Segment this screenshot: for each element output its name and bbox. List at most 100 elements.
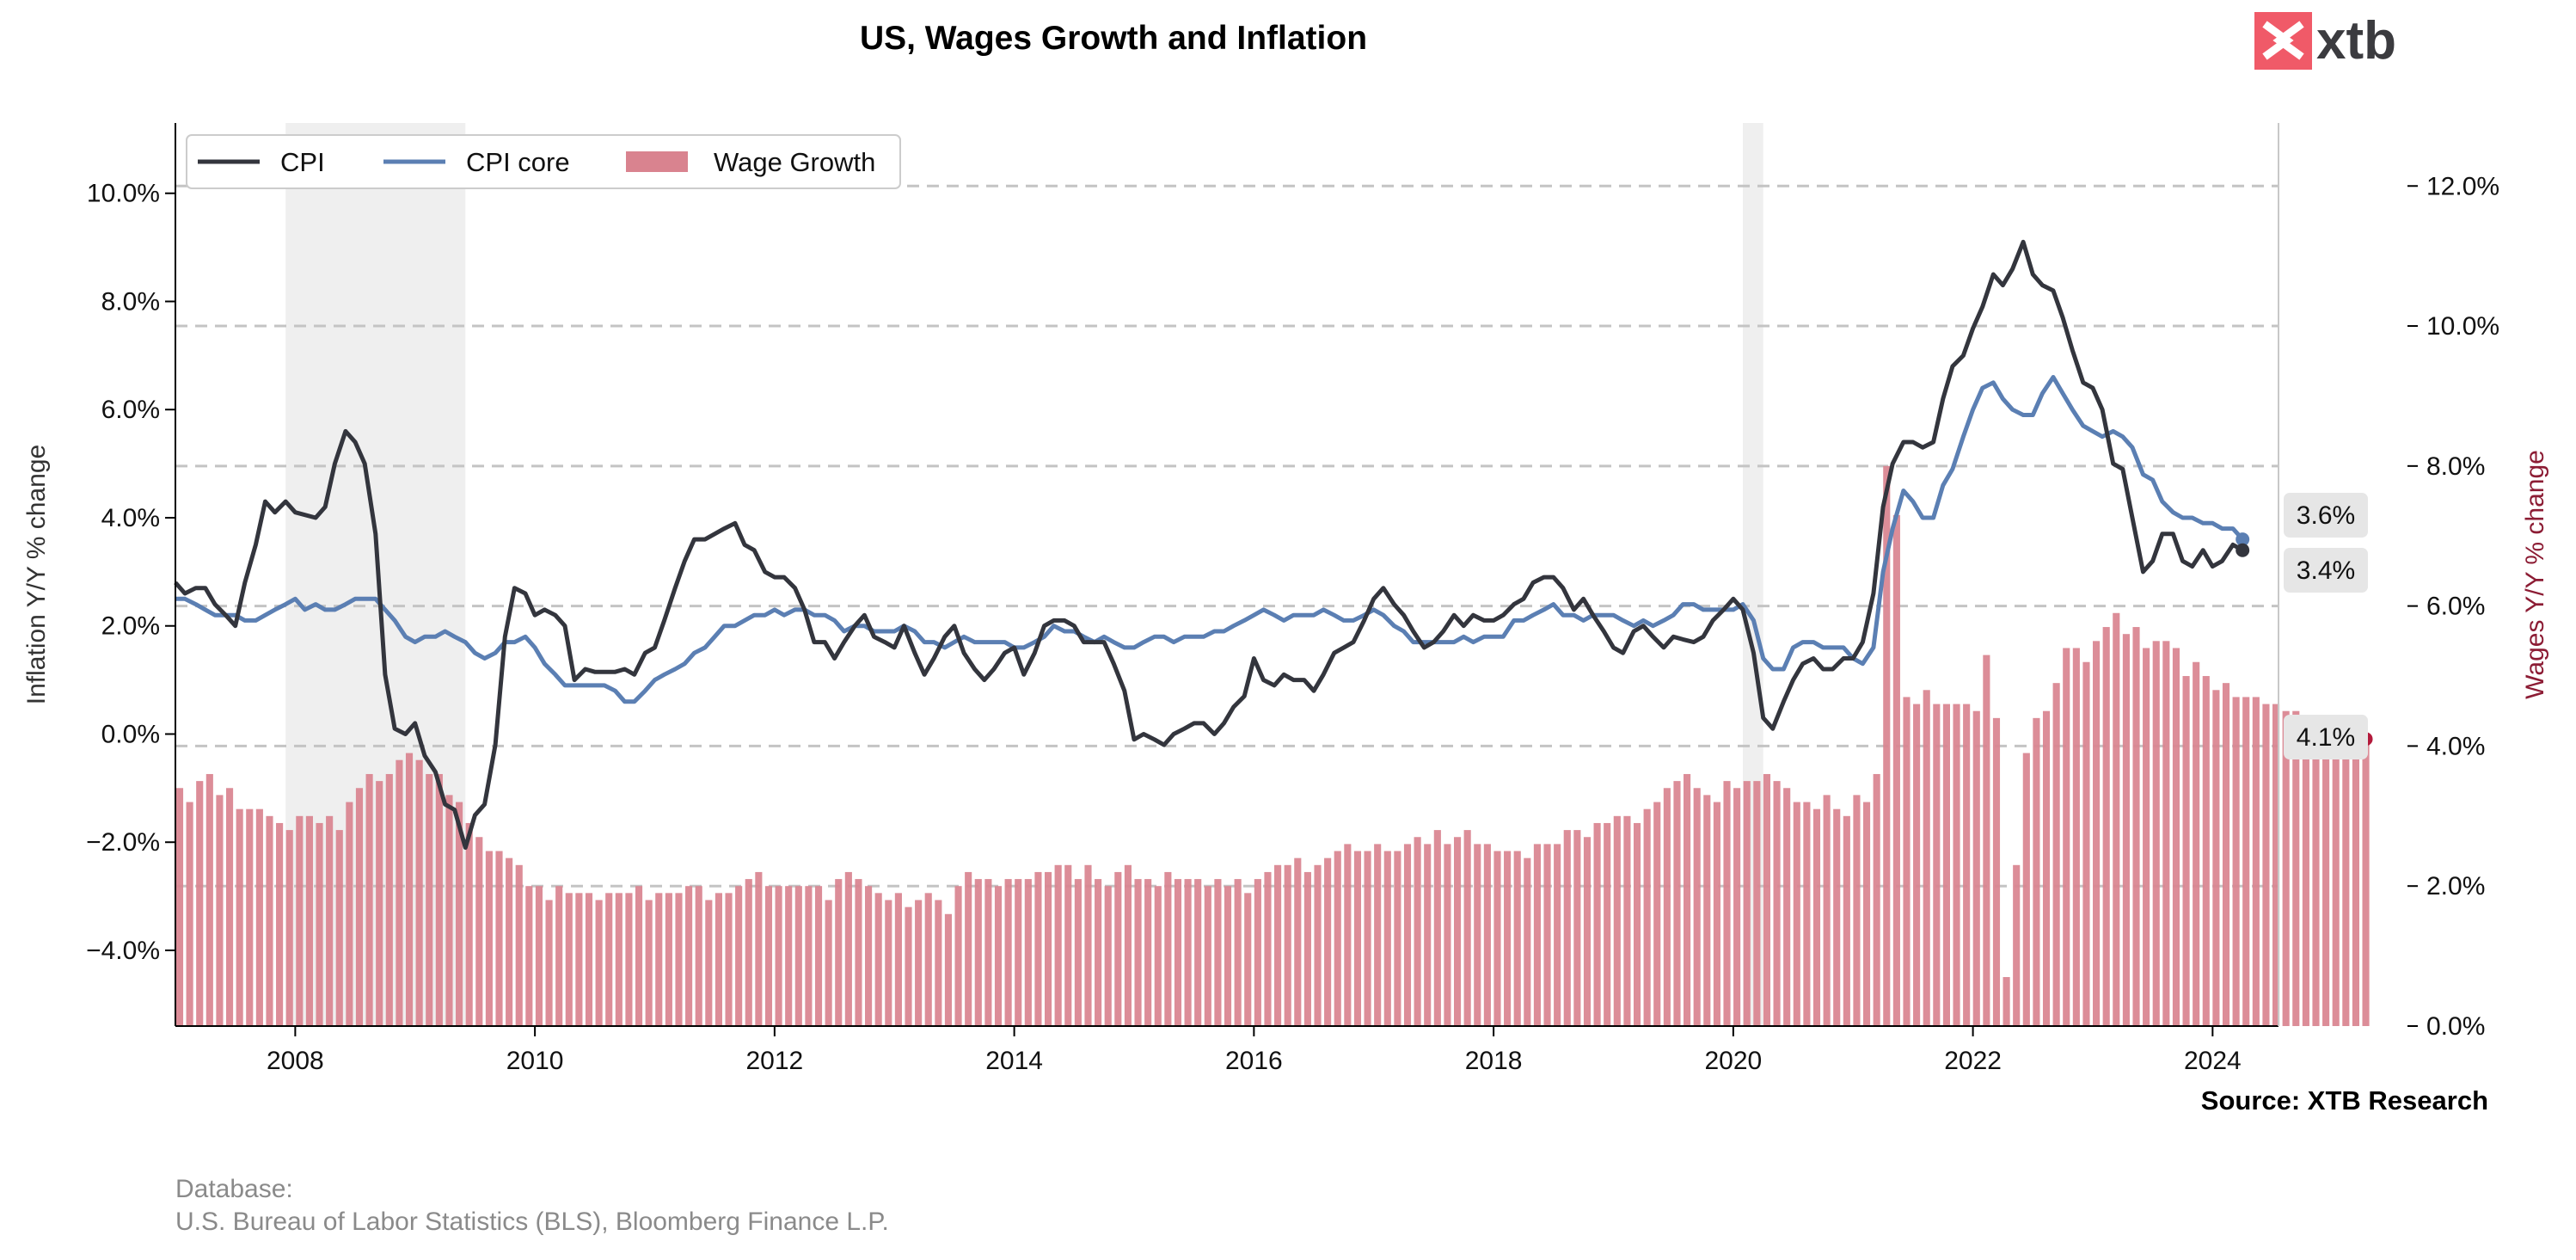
- wage-bar: [426, 773, 433, 1026]
- wage-bar: [665, 893, 672, 1026]
- wage-bar: [1892, 514, 1900, 1026]
- wage-bar: [246, 808, 254, 1026]
- wage-bar: [1124, 864, 1132, 1026]
- wage-bar: [1992, 717, 2001, 1026]
- wage-bar: [1414, 837, 1421, 1026]
- wage-bar: [2152, 641, 2160, 1026]
- wage-bar: [545, 900, 553, 1026]
- wage-bar: [266, 815, 273, 1026]
- wage-bar: [1104, 886, 1112, 1026]
- wage-bar: [1862, 802, 1871, 1026]
- wage-bar: [225, 788, 234, 1026]
- wage-bar: [1015, 879, 1022, 1026]
- wage-bar: [874, 893, 882, 1026]
- wage-bar: [2352, 732, 2359, 1026]
- x-tick-label: 2012: [745, 1047, 803, 1075]
- wage-bar: [2342, 732, 2350, 1026]
- inflation-lines: [174, 239, 2373, 850]
- wage-bar: [1713, 802, 1720, 1026]
- wage-bar: [326, 815, 334, 1026]
- wage-bar: [2282, 710, 2290, 1026]
- legend-swatch-wage: [626, 151, 688, 172]
- wage-bar: [1743, 781, 1751, 1026]
- wage-bar: [915, 900, 923, 1026]
- wage-bar: [1773, 781, 1781, 1026]
- wage-bar: [1812, 808, 1821, 1026]
- right-tick-label: 10.0%: [2426, 312, 2499, 341]
- wage-bar: [685, 886, 693, 1026]
- wage-bar: [805, 886, 813, 1026]
- database-label: Database:: [175, 1175, 293, 1203]
- wage-bar: [1134, 879, 1142, 1026]
- wage-bar: [2072, 648, 2080, 1026]
- wage-bar: [835, 879, 843, 1026]
- cpi-core-line: [175, 375, 2245, 704]
- wage-bar: [645, 900, 653, 1026]
- wage-bar: [625, 893, 633, 1026]
- left-axis-label: Inflation Y/Y % change: [22, 445, 51, 704]
- wage-bar: [785, 886, 793, 1026]
- wage-bar: [1684, 773, 1691, 1026]
- wage-bar: [1972, 710, 1980, 1026]
- wage-bar: [1403, 844, 1412, 1026]
- wage-bar: [415, 759, 423, 1026]
- wage-bar: [255, 808, 263, 1026]
- wage-bar: [1663, 788, 1671, 1026]
- wage-bar: [1244, 893, 1252, 1026]
- left-tick-label: 6.0%: [101, 396, 160, 424]
- wage-bar: [1374, 844, 1382, 1026]
- wage-growth-bars: [175, 465, 2370, 1026]
- wage-bar: [2162, 641, 2170, 1026]
- wage-bar: [1024, 879, 1032, 1026]
- wage-bar: [1424, 844, 1432, 1026]
- wage-bar: [385, 773, 393, 1026]
- wage-bar: [1214, 879, 1222, 1026]
- wage-bar: [1563, 830, 1571, 1026]
- wage-bar: [1034, 871, 1042, 1026]
- legend-label-cpi-core: CPI core: [466, 147, 570, 177]
- source-label: Source: XTB Research: [2201, 1085, 2488, 1116]
- wage-bar: [1783, 788, 1791, 1026]
- wage-bar: [1883, 465, 1891, 1026]
- wage-bar: [605, 893, 613, 1026]
- wage-bar: [635, 886, 643, 1026]
- left-tick-label: 2.0%: [101, 612, 160, 641]
- end-label-cpi: 3.4%: [2297, 556, 2355, 585]
- wage-bar: [2042, 710, 2051, 1026]
- left-tick-label: 8.0%: [101, 287, 160, 316]
- wage-bar: [1095, 879, 1102, 1026]
- wage-bar: [2182, 676, 2190, 1026]
- wage-bar: [2332, 725, 2340, 1026]
- left-tick-label: 0.0%: [101, 720, 160, 748]
- wage-bar: [2262, 704, 2270, 1026]
- wage-bar: [1604, 822, 1611, 1026]
- wage-bar: [2302, 717, 2309, 1026]
- wage-bar: [1833, 808, 1841, 1026]
- wage-bar: [485, 851, 493, 1026]
- right-tick-label: 6.0%: [2426, 593, 2485, 621]
- wage-bar: [2122, 634, 2130, 1026]
- wage-bar: [1044, 871, 1052, 1026]
- wage-bar: [814, 886, 823, 1026]
- wage-bar: [905, 907, 912, 1026]
- wage-bar: [1303, 871, 1311, 1026]
- wage-bar: [2322, 725, 2330, 1026]
- wage-bar: [1493, 851, 1501, 1026]
- wage-bar: [1942, 704, 1950, 1026]
- wage-bar: [715, 893, 722, 1026]
- wage-bar: [1074, 879, 1082, 1026]
- wage-bar: [764, 886, 773, 1026]
- wage-bar: [1793, 802, 1800, 1026]
- wage-bar: [2102, 627, 2110, 1026]
- wage-bar: [1453, 837, 1462, 1026]
- wage-bar: [1933, 704, 1941, 1026]
- left-tick-label: −4.0%: [86, 937, 160, 965]
- wage-bar: [456, 802, 463, 1026]
- wage-bar: [1583, 837, 1592, 1026]
- wage-bar: [2033, 717, 2040, 1026]
- wage-bar: [1983, 655, 1990, 1026]
- wage-bar: [1174, 879, 1182, 1026]
- wage-bar: [515, 864, 523, 1026]
- wage-bar: [2202, 676, 2210, 1026]
